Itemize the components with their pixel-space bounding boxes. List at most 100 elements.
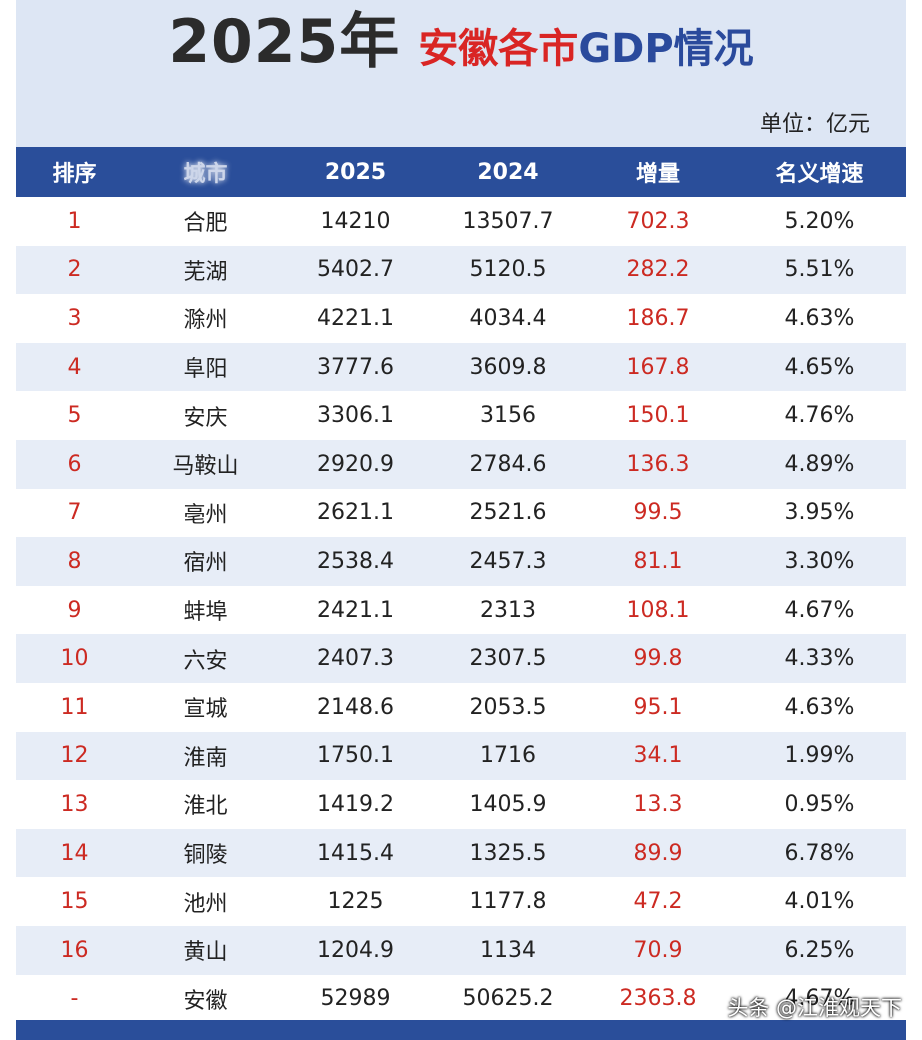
cell-growth-rate: 5.20% bbox=[733, 197, 906, 246]
cell-gdp-2024: 1405.9 bbox=[433, 780, 583, 829]
cell-increment: 99.8 bbox=[583, 634, 733, 683]
cell-growth-rate: 4.65% bbox=[733, 342, 906, 392]
cell-gdp-2024: 4034.4 bbox=[433, 294, 583, 343]
header-rank: 排序 bbox=[16, 147, 133, 197]
cell-increment: 81.1 bbox=[583, 537, 733, 586]
cell-city: 铜陵 bbox=[133, 828, 278, 878]
cell-growth-rate: 4.01% bbox=[733, 877, 906, 926]
cell-gdp-2025: 5402.7 bbox=[278, 245, 433, 295]
cell-city: 马鞍山 bbox=[133, 439, 278, 489]
header-growth-rate: 名义增速 bbox=[733, 147, 906, 197]
cell-growth-rate: 6.25% bbox=[733, 925, 906, 975]
cell-city: 阜阳 bbox=[133, 342, 278, 392]
cell-growth-rate: 4.33% bbox=[733, 634, 906, 683]
cell-gdp-2025: 2407.3 bbox=[278, 634, 433, 683]
cell-gdp-2024: 13507.7 bbox=[433, 197, 583, 246]
cell-growth-rate: 4.63% bbox=[733, 294, 906, 343]
cell-rank: 15 bbox=[16, 877, 133, 926]
table-row: 14 铜陵 1415.4 1325.5 89.9 6.78% bbox=[16, 828, 906, 878]
title-subtitle-blue: GDP情况 bbox=[578, 26, 754, 72]
page-title: 2025年 安徽各市GDP情况 bbox=[0, 2, 922, 82]
cell-increment: 108.1 bbox=[583, 585, 733, 635]
cell-gdp-2024: 2053.5 bbox=[433, 682, 583, 732]
cell-gdp-2024: 5120.5 bbox=[433, 245, 583, 295]
cell-rank: 13 bbox=[16, 780, 133, 829]
table-body: 1 合肥 14210 13507.7 702.3 5.20% 2 芜湖 5402.7 5120.5… bbox=[16, 197, 906, 1024]
cell-gdp-2025: 1750.1 bbox=[278, 731, 433, 781]
table-row: 7 亳州 2621.1 2521.6 99.5 3.95% bbox=[16, 488, 906, 538]
cell-gdp-2025: 52989 bbox=[278, 974, 433, 1024]
gdp-table: 排序 城市 2025 2024 增量 名义增速 1 合肥 14210 13507.7 7… bbox=[16, 147, 906, 1024]
cell-rank: 14 bbox=[16, 828, 133, 878]
cell-rank: 11 bbox=[16, 682, 133, 732]
title-subtitle-red: 安徽各市 bbox=[418, 26, 579, 72]
header-2025: 2025 bbox=[278, 147, 433, 197]
cell-gdp-2024: 2313 bbox=[433, 585, 583, 635]
cell-city: 滁州 bbox=[133, 294, 278, 343]
cell-city: 亳州 bbox=[133, 488, 278, 538]
cell-increment: 34.1 bbox=[583, 731, 733, 781]
cell-rank: 4 bbox=[16, 342, 133, 392]
table-row: 8 宿州 2538.4 2457.3 81.1 3.30% bbox=[16, 537, 906, 586]
table-row: 5 安庆 3306.1 3156 150.1 4.76% bbox=[16, 391, 906, 440]
cell-city: 宣城 bbox=[133, 682, 278, 732]
table-row: 6 马鞍山 2920.9 2784.6 136.3 4.89% bbox=[16, 439, 906, 489]
table-row: 10 六安 2407.3 2307.5 99.8 4.33% bbox=[16, 634, 906, 683]
title-year: 2025年 bbox=[168, 7, 401, 77]
table-row: 1 合肥 14210 13507.7 702.3 5.20% bbox=[16, 197, 906, 246]
cell-rank: 10 bbox=[16, 634, 133, 683]
bottom-bar bbox=[16, 1020, 906, 1040]
cell-increment: 150.1 bbox=[583, 391, 733, 440]
cell-gdp-2025: 2538.4 bbox=[278, 537, 433, 586]
cell-gdp-2024: 1177.8 bbox=[433, 877, 583, 926]
cell-gdp-2024: 1325.5 bbox=[433, 828, 583, 878]
cell-rank: 16 bbox=[16, 925, 133, 975]
cell-growth-rate: 4.67% bbox=[733, 585, 906, 635]
cell-increment: 99.5 bbox=[583, 488, 733, 538]
unit-label: 单位：亿元 bbox=[759, 112, 870, 137]
cell-city: 淮北 bbox=[133, 780, 278, 829]
cell-growth-rate: 4.89% bbox=[733, 439, 906, 489]
cell-gdp-2024: 2784.6 bbox=[433, 439, 583, 489]
cell-gdp-2024: 1134 bbox=[433, 925, 583, 975]
table-row: 4 阜阳 3777.6 3609.8 167.8 4.65% bbox=[16, 342, 906, 392]
table-row: 15 池州 1225 1177.8 47.2 4.01% bbox=[16, 877, 906, 926]
cell-city: 合肥 bbox=[133, 197, 278, 246]
cell-gdp-2024: 2457.3 bbox=[433, 537, 583, 586]
cell-growth-rate: 5.51% bbox=[733, 245, 906, 295]
cell-city: 淮南 bbox=[133, 731, 278, 781]
cell-gdp-2024: 1716 bbox=[433, 731, 583, 781]
table-row: 9 蚌埠 2421.1 2313 108.1 4.67% bbox=[16, 585, 906, 635]
table-row: 2 芜湖 5402.7 5120.5 282.2 5.51% bbox=[16, 245, 906, 295]
cell-gdp-2024: 2307.5 bbox=[433, 634, 583, 683]
cell-rank: 2 bbox=[16, 245, 133, 295]
cell-gdp-2025: 3777.6 bbox=[278, 342, 433, 392]
table-row: - 安徽 52989 50625.2 2363.8 4.67% bbox=[16, 974, 906, 1024]
table-row: 16 黄山 1204.9 1134 70.9 6.25% bbox=[16, 925, 906, 975]
header-increment: 增量 bbox=[583, 147, 733, 197]
cell-city: 宿州 bbox=[133, 537, 278, 586]
title-subtitle: 安徽各市GDP情况 bbox=[418, 26, 753, 72]
cell-rank: 12 bbox=[16, 731, 133, 781]
cell-rank: 9 bbox=[16, 585, 133, 635]
cell-increment: 95.1 bbox=[583, 682, 733, 732]
cell-increment: 702.3 bbox=[583, 197, 733, 246]
cell-gdp-2025: 1415.4 bbox=[278, 828, 433, 878]
cell-rank: 8 bbox=[16, 537, 133, 586]
cell-growth-rate: 6.78% bbox=[733, 828, 906, 878]
cell-growth-rate: 4.67% bbox=[733, 974, 906, 1024]
cell-increment: 70.9 bbox=[583, 925, 733, 975]
cell-rank: 7 bbox=[16, 488, 133, 538]
cell-gdp-2025: 1419.2 bbox=[278, 780, 433, 829]
cell-gdp-2024: 50625.2 bbox=[433, 974, 583, 1024]
table-row: 11 宣城 2148.6 2053.5 95.1 4.63% bbox=[16, 682, 906, 732]
cell-growth-rate: 1.99% bbox=[733, 731, 906, 781]
cell-rank: 3 bbox=[16, 294, 133, 343]
cell-rank: 6 bbox=[16, 439, 133, 489]
cell-gdp-2025: 2148.6 bbox=[278, 682, 433, 732]
cell-gdp-2024: 3156 bbox=[433, 391, 583, 440]
header-2024: 2024 bbox=[433, 147, 583, 197]
watermark: 头条 @江淮观天下 bbox=[727, 996, 902, 1020]
cell-city: 黄山 bbox=[133, 925, 278, 975]
table-row: 3 滁州 4221.1 4034.4 186.7 4.63% bbox=[16, 294, 906, 343]
